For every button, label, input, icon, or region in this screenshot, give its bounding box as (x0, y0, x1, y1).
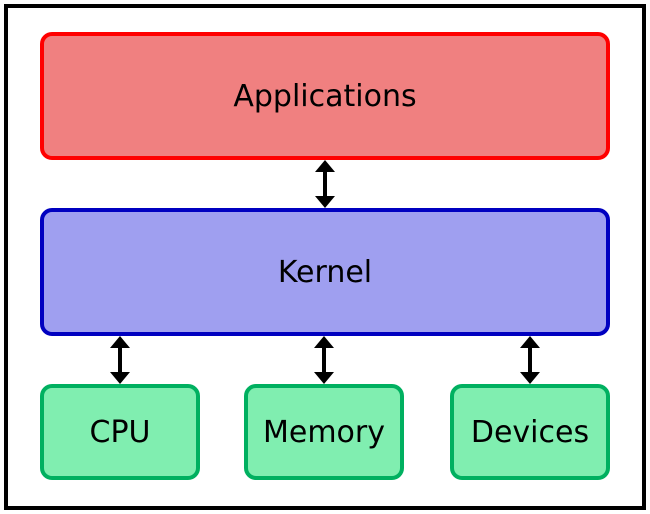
arrow-line (528, 345, 532, 375)
arrow-kernel-devices (0, 0, 650, 514)
arrow-head-down-icon (520, 372, 540, 384)
arrow-head-up-icon (520, 336, 540, 348)
